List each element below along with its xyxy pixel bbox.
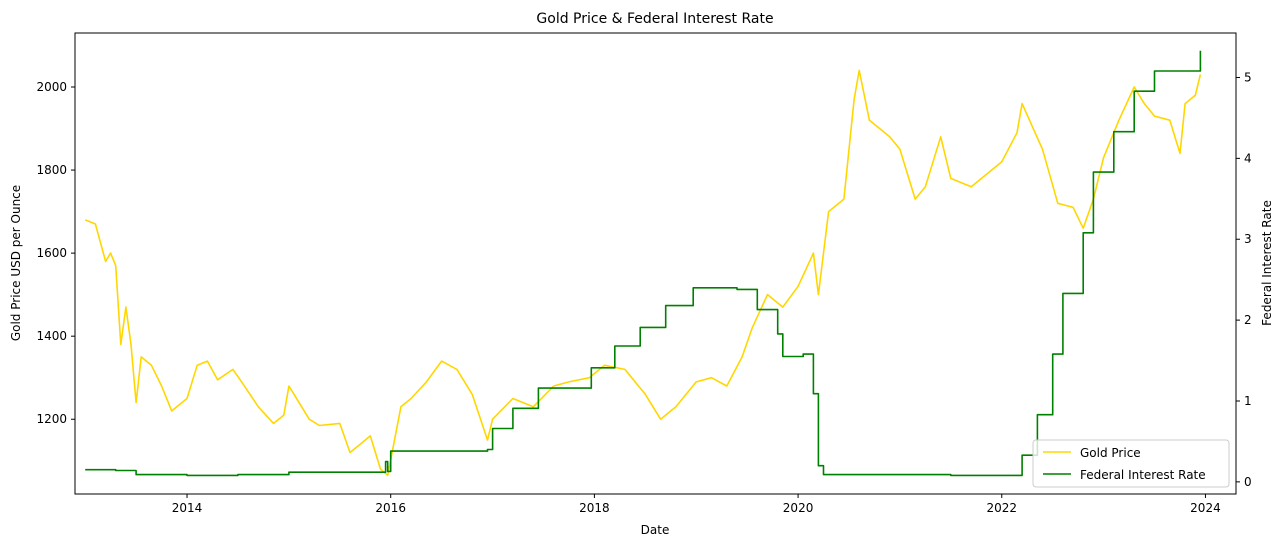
- x-tick-label: 2024: [1190, 501, 1221, 515]
- x-axis: 2014 2016 2018 2020 2022 2024: [172, 494, 1221, 515]
- legend-box: [1032, 439, 1230, 488]
- y-axis-right-label: Federal Interest Rate: [1260, 200, 1274, 326]
- series-line-gold-price: [84, 69, 1202, 477]
- legend-label-gold-price: Gold Price: [1080, 446, 1141, 460]
- legend: Gold Price Federal Interest Rate: [1032, 439, 1230, 488]
- y-axis-right: 0 1 2 3 4 5: [1236, 70, 1252, 489]
- y-right-tick-label: 3: [1244, 232, 1252, 246]
- y-right-tick-label: 5: [1244, 70, 1252, 84]
- legend-label-federal-interest-rate: Federal Interest Rate: [1080, 468, 1206, 482]
- y-right-tick-label: 4: [1244, 151, 1252, 165]
- x-tick-label: 2020: [783, 501, 814, 515]
- x-tick-label: 2022: [986, 501, 1017, 515]
- y-right-tick-label: 0: [1244, 475, 1252, 489]
- plot-frame: [74, 32, 1237, 495]
- x-axis-label: Date: [641, 523, 670, 537]
- y-right-tick-label: 2: [1244, 313, 1252, 327]
- x-tick-label: 2014: [172, 501, 203, 515]
- y-left-tick-label: 1600: [36, 246, 67, 260]
- x-tick-label: 2016: [375, 501, 406, 515]
- y-right-tick-label: 1: [1244, 394, 1252, 408]
- y-left-tick-label: 2000: [36, 80, 67, 94]
- y-axis-left-label: Gold Price USD per Ounce: [9, 185, 23, 341]
- y-left-tick-label: 1400: [36, 329, 67, 343]
- y-left-tick-label: 1800: [36, 163, 67, 177]
- chart-title: Gold Price & Federal Interest Rate: [536, 11, 773, 27]
- y-axis-left: 1200 1400 1600 1800 2000: [36, 80, 75, 426]
- x-tick-label: 2018: [579, 501, 610, 515]
- y-left-tick-label: 1200: [36, 412, 67, 426]
- series-line-federal-interest-rate: [85, 50, 1202, 477]
